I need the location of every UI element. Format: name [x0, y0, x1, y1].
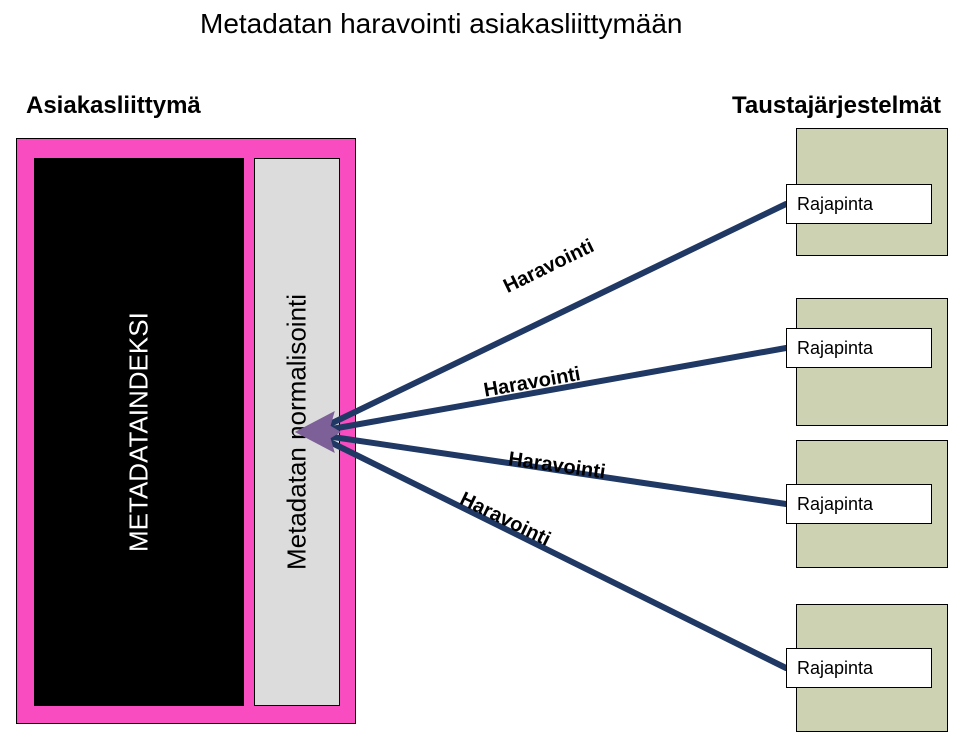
right-heading: Taustajärjestelmät	[732, 92, 941, 120]
interface-box: Rajapinta	[786, 184, 932, 224]
harvest-label: Haravointi	[456, 488, 554, 552]
normalization-box: Metadatan normalisointi	[254, 158, 340, 706]
left-heading: Asiakasliittymä	[26, 92, 201, 120]
metadata-index-box: METADATAINDEKSI	[34, 158, 244, 706]
interface-box: Rajapinta	[786, 648, 932, 688]
interface-box: Rajapinta	[786, 484, 932, 524]
diagram-title: Metadatan haravointi asiakasliittymään	[200, 8, 682, 40]
harvest-label: Haravointi	[482, 363, 582, 403]
harvest-label: Haravointi	[507, 448, 607, 484]
harvest-label: Haravointi	[500, 235, 598, 299]
interface-box: Rajapinta	[786, 328, 932, 368]
